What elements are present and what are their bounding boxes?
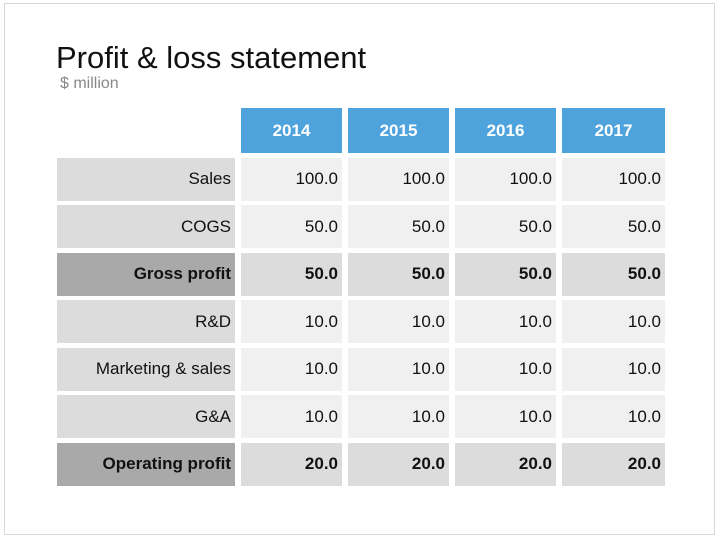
table-cell: 10.0 <box>455 395 556 438</box>
row-label-rnd: R&D <box>57 300 235 343</box>
table-cell: 10.0 <box>241 300 342 343</box>
table-cell-total: 50.0 <box>348 252 449 296</box>
table-cell: 10.0 <box>348 300 449 343</box>
table-cell: 10.0 <box>455 300 556 343</box>
table-cell: 100.0 <box>348 157 449 201</box>
table-cell: 10.0 <box>348 395 449 438</box>
table-cell: 50.0 <box>348 205 449 248</box>
table-cell: 50.0 <box>241 205 342 248</box>
table-cell-total: 50.0 <box>562 252 665 296</box>
table-cell: 10.0 <box>348 347 449 391</box>
table-cell: 10.0 <box>241 347 342 391</box>
row-label-sales: Sales <box>57 157 235 201</box>
table-cell: 100.0 <box>241 157 342 201</box>
column-header-year: 2016 <box>455 108 556 153</box>
table-cell: 10.0 <box>455 347 556 391</box>
table-cell: 10.0 <box>562 395 665 438</box>
table-corner-cell <box>57 108 235 153</box>
row-label-ga: G&A <box>57 395 235 438</box>
table-cell: 50.0 <box>562 205 665 248</box>
column-header-year: 2017 <box>562 108 665 153</box>
column-header-year: 2015 <box>348 108 449 153</box>
row-label-marketing-sales: Marketing & sales <box>57 347 235 391</box>
table-cell-total: 20.0 <box>348 442 449 486</box>
page-subtitle: $ million <box>60 75 119 92</box>
table-cell: 100.0 <box>562 157 665 201</box>
table-cell: 10.0 <box>241 395 342 438</box>
table-cell-total: 50.0 <box>241 252 342 296</box>
row-label-cogs: COGS <box>57 205 235 248</box>
column-header-year: 2014 <box>241 108 342 153</box>
table-cell-total: 20.0 <box>455 442 556 486</box>
table-cell-total: 20.0 <box>562 442 665 486</box>
table-cell-total: 50.0 <box>455 252 556 296</box>
table-cell: 10.0 <box>562 300 665 343</box>
pnl-table: 2014 2015 2016 2017 Sales 100.0 100.0 10… <box>57 108 665 486</box>
row-label-gross-profit: Gross profit <box>57 252 235 296</box>
table-cell: 50.0 <box>455 205 556 248</box>
table-cell-total: 20.0 <box>241 442 342 486</box>
row-label-operating-profit: Operating profit <box>57 442 235 486</box>
table-cell: 10.0 <box>562 347 665 391</box>
table-cell: 100.0 <box>455 157 556 201</box>
page-title: Profit & loss statement <box>56 40 367 75</box>
